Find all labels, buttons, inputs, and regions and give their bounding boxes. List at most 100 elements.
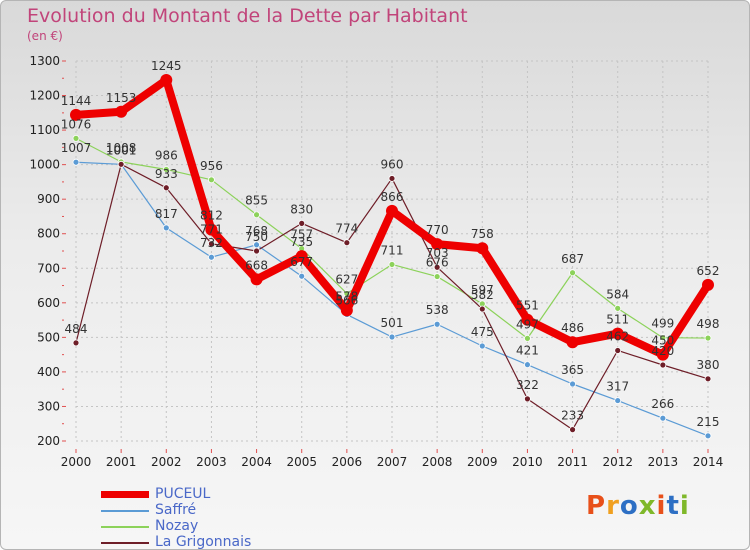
data-label-puceul: 551 (516, 299, 539, 313)
data-point-saffr- (433, 320, 441, 328)
data-label-nozay: 855 (245, 194, 268, 208)
x-tick-label: 2004 (241, 455, 272, 469)
y-tick-label: 1100 (29, 123, 60, 137)
data-label-puceul: 450 (651, 334, 674, 348)
data-label-la-grigonnais: 462 (606, 329, 629, 343)
logo-letter: t (666, 491, 680, 521)
data-point-nozay (704, 334, 712, 342)
data-point-la-grigonnais (659, 361, 667, 369)
logo-letter: i (656, 491, 667, 521)
data-point-nozay (72, 134, 80, 142)
data-label-la-grigonnais: 420 (651, 344, 674, 358)
x-tick-label: 2010 (512, 455, 543, 469)
data-label-la-grigonnais: 774 (335, 222, 358, 236)
data-labels: 1007 1001 817 732 768 677 566 501 538 475 421 365 31… (61, 59, 720, 429)
legend-swatch (101, 526, 149, 528)
data-label-nozay: 676 (426, 256, 449, 270)
data-point-puceul (70, 108, 82, 121)
data-label-la-grigonnais: 322 (516, 378, 539, 392)
data-point-la-grigonnais (343, 239, 351, 247)
legend-item-saffr-: Saffré (101, 502, 301, 519)
data-point-nozay (433, 273, 441, 280)
series-layer (70, 74, 714, 440)
data-label-saffr-: 566 (335, 294, 358, 308)
y-tick-label: 700 (37, 261, 60, 275)
data-point-puceul (566, 336, 579, 349)
data-label-nozay: 499 (651, 317, 674, 331)
data-label-la-grigonnais: 933 (155, 167, 178, 181)
data-point-saffr- (524, 361, 531, 369)
data-point-puceul (295, 250, 308, 263)
legend-item-la-grigonnais: La Grigonnais (101, 534, 301, 549)
data-point-puceul (702, 278, 714, 291)
data-point-puceul (205, 223, 218, 236)
data-point-la-grigonnais (117, 160, 125, 168)
y-tick-label: 600 (37, 296, 60, 310)
x-tick-label: 2008 (422, 455, 453, 469)
x-tick-label: 2005 (286, 455, 317, 469)
data-point-nozay (162, 166, 170, 173)
x-tick-label: 2003 (196, 455, 227, 469)
data-point-la-grigonnais (253, 247, 260, 255)
data-label-la-grigonnais: 750 (245, 230, 268, 244)
data-label-puceul: 866 (381, 190, 404, 204)
data-label-nozay: 956 (200, 159, 223, 173)
data-label-saffr-: 501 (381, 316, 404, 330)
data-label-nozay: 498 (697, 317, 720, 331)
data-point-la-grigonnais (569, 426, 576, 434)
grid (75, 60, 709, 442)
chart-title: Evolution du Montant de la Dette par Hab… (27, 5, 468, 27)
data-label-la-grigonnais: 484 (65, 322, 88, 336)
data-point-nozay (253, 211, 260, 219)
x-tick-label: 2012 (602, 455, 633, 469)
y-tick-label: 1000 (29, 158, 60, 172)
x-tick-label: 2002 (151, 455, 182, 469)
data-point-puceul (611, 327, 624, 340)
data-label-la-grigonnais: 380 (697, 358, 720, 372)
data-point-puceul (476, 242, 489, 255)
legend-item-puceul: PUCEUL (101, 486, 301, 503)
data-label-la-grigonnais: 233 (561, 409, 584, 423)
logo-letter: P (586, 491, 607, 521)
data-label-puceul: 578 (335, 289, 358, 303)
legend-label: PUCEUL (155, 486, 211, 502)
proxiti-logo: Proxiti (586, 491, 690, 521)
data-label-saffr-: 475 (471, 325, 494, 339)
legend-label: Nozay (155, 518, 199, 534)
data-label-nozay: 627 (335, 272, 358, 286)
data-label-puceul: 511 (606, 313, 629, 327)
data-label-nozay: 1008 (106, 141, 137, 155)
data-point-puceul (521, 313, 534, 326)
data-point-la-grigonnais (614, 347, 622, 354)
x-tick-label: 2001 (106, 455, 137, 469)
data-label-nozay: 986 (155, 148, 178, 162)
data-label-saffr-: 538 (426, 303, 449, 317)
data-point-puceul (115, 105, 128, 118)
logo-letter: x (638, 491, 657, 521)
data-label-saffr-: 1007 (61, 141, 92, 155)
data-point-nozay (388, 261, 396, 268)
axes: 200 300 400 500 600 700 800 900 1000 1100 1200 1300… (29, 54, 723, 469)
legend-swatch (101, 542, 149, 544)
data-label-saffr-: 421 (516, 344, 539, 358)
data-point-saffr- (388, 333, 396, 341)
data-point-puceul (160, 74, 173, 86)
data-label-la-grigonnais: 703 (426, 246, 449, 260)
data-label-puceul: 486 (561, 321, 584, 335)
logo-letter: i (679, 491, 690, 521)
data-label-nozay: 597 (471, 283, 494, 297)
x-tick-label: 2006 (332, 455, 363, 469)
y-tick-label: 200 (37, 434, 60, 448)
x-tick-label: 2007 (377, 455, 408, 469)
x-tick-label: 2011 (557, 455, 588, 469)
logo-letter: r (606, 491, 620, 521)
data-point-nozay (343, 290, 351, 297)
y-tick-label: 400 (37, 365, 60, 379)
data-point-saffr- (208, 253, 215, 261)
y-tick-label: 1300 (29, 54, 60, 68)
logo-letter: o (619, 491, 639, 521)
data-label-puceul: 758 (471, 227, 494, 241)
data-label-nozay: 757 (290, 228, 313, 242)
data-label-puceul: 668 (245, 258, 268, 272)
